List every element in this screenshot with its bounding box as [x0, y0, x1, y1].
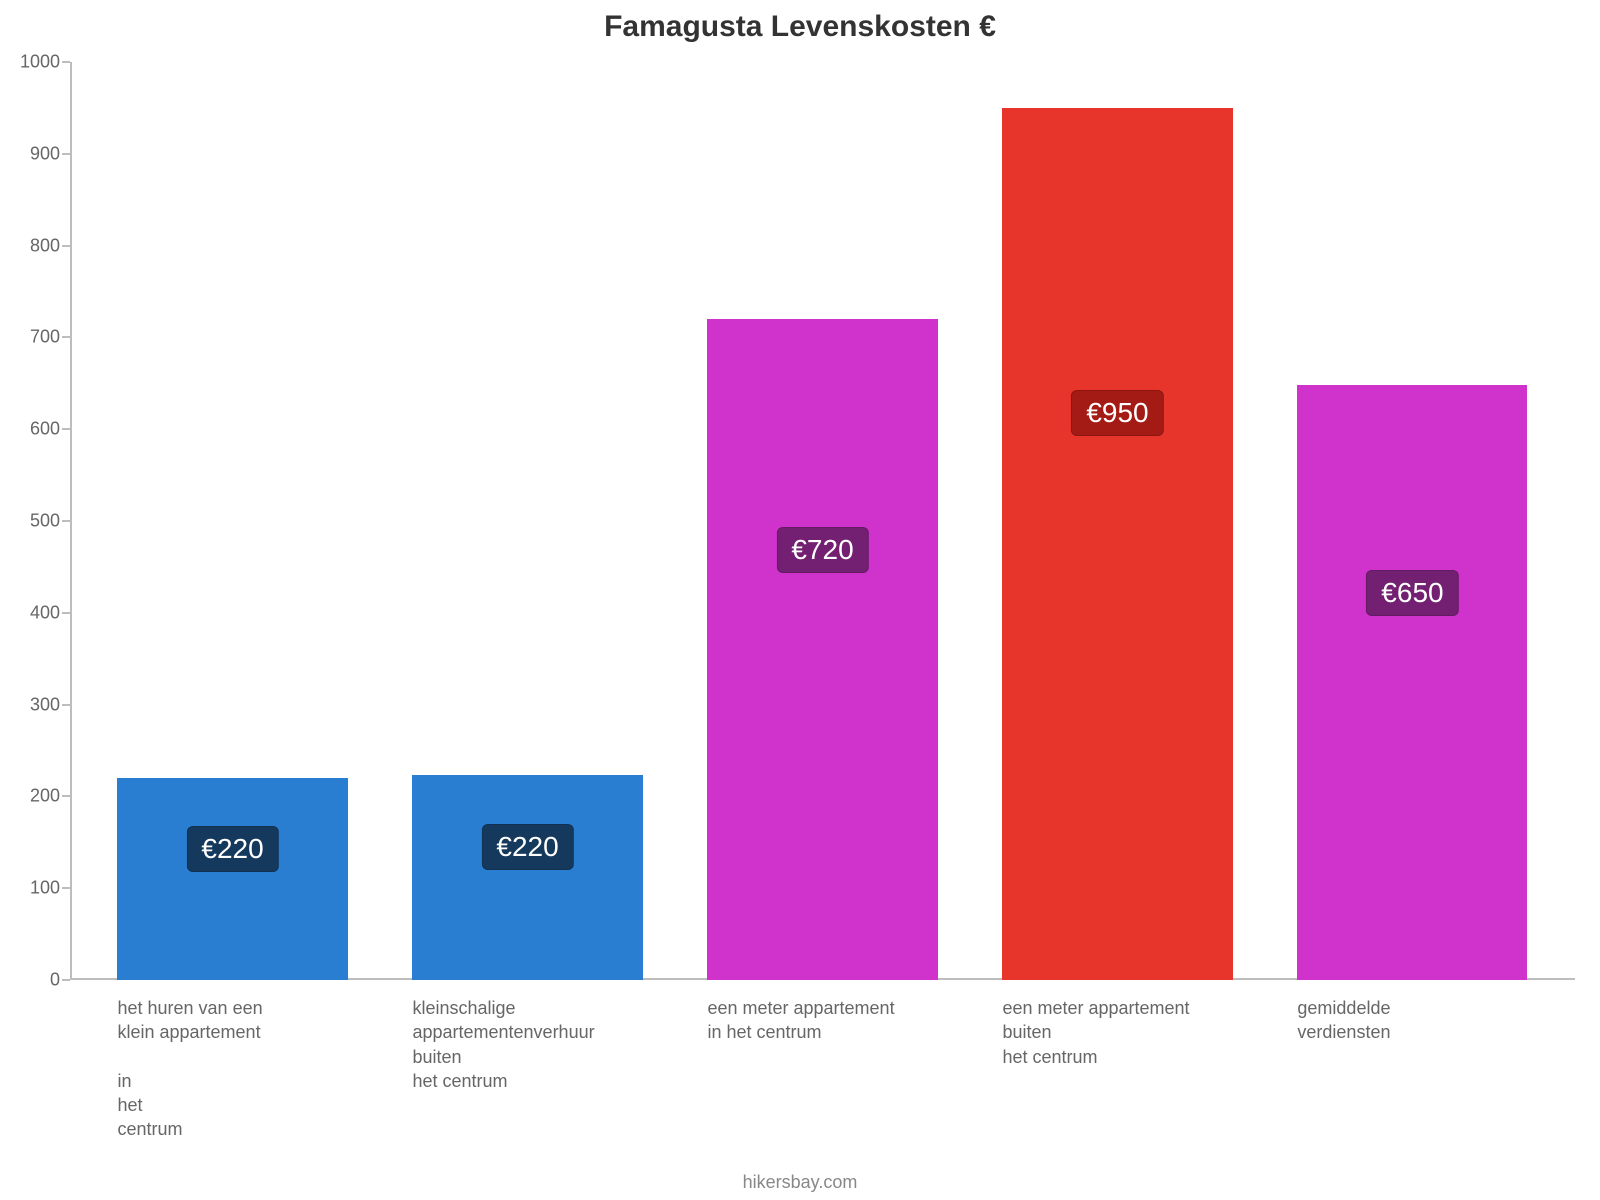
ytick-label: 600 — [30, 419, 70, 440]
ytick-label: 400 — [30, 602, 70, 623]
bar-value-label: €220 — [481, 824, 573, 870]
bar-value-label: €950 — [1071, 390, 1163, 436]
ytick-label: 200 — [30, 786, 70, 807]
chart-title: Famagusta Levenskosten € — [0, 10, 1600, 44]
x-category-label: een meter appartement buiten het centrum — [1002, 996, 1272, 1069]
ytick-label: 800 — [30, 235, 70, 256]
bar-value-label: €650 — [1366, 570, 1458, 616]
ytick-label: 900 — [30, 143, 70, 164]
x-category-label: een meter appartement in het centrum — [707, 996, 977, 1045]
ytick-label: 1000 — [20, 52, 70, 73]
footer-attribution: hikersbay.com — [0, 1172, 1600, 1193]
cost-of-living-chart: Famagusta Levenskosten € 010020030040050… — [0, 0, 1600, 1200]
ytick-label: 700 — [30, 327, 70, 348]
plot-area: 01002003004005006007008009001000 €220€22… — [70, 62, 1575, 980]
ytick-label: 100 — [30, 878, 70, 899]
x-category-label: het huren van een klein appartement in h… — [117, 996, 387, 1142]
labels-layer: €220 €220 €720 €950 €650 — [70, 62, 1575, 980]
ytick-label: 500 — [30, 511, 70, 532]
x-category-label: kleinschalige appartementenverhuur buite… — [412, 996, 682, 1093]
ytick-label: 0 — [50, 970, 70, 991]
ytick-label: 300 — [30, 694, 70, 715]
bar-value-label: €720 — [776, 527, 868, 573]
bar-value-label: €220 — [186, 826, 278, 872]
x-category-label: gemiddelde verdiensten — [1297, 996, 1567, 1045]
